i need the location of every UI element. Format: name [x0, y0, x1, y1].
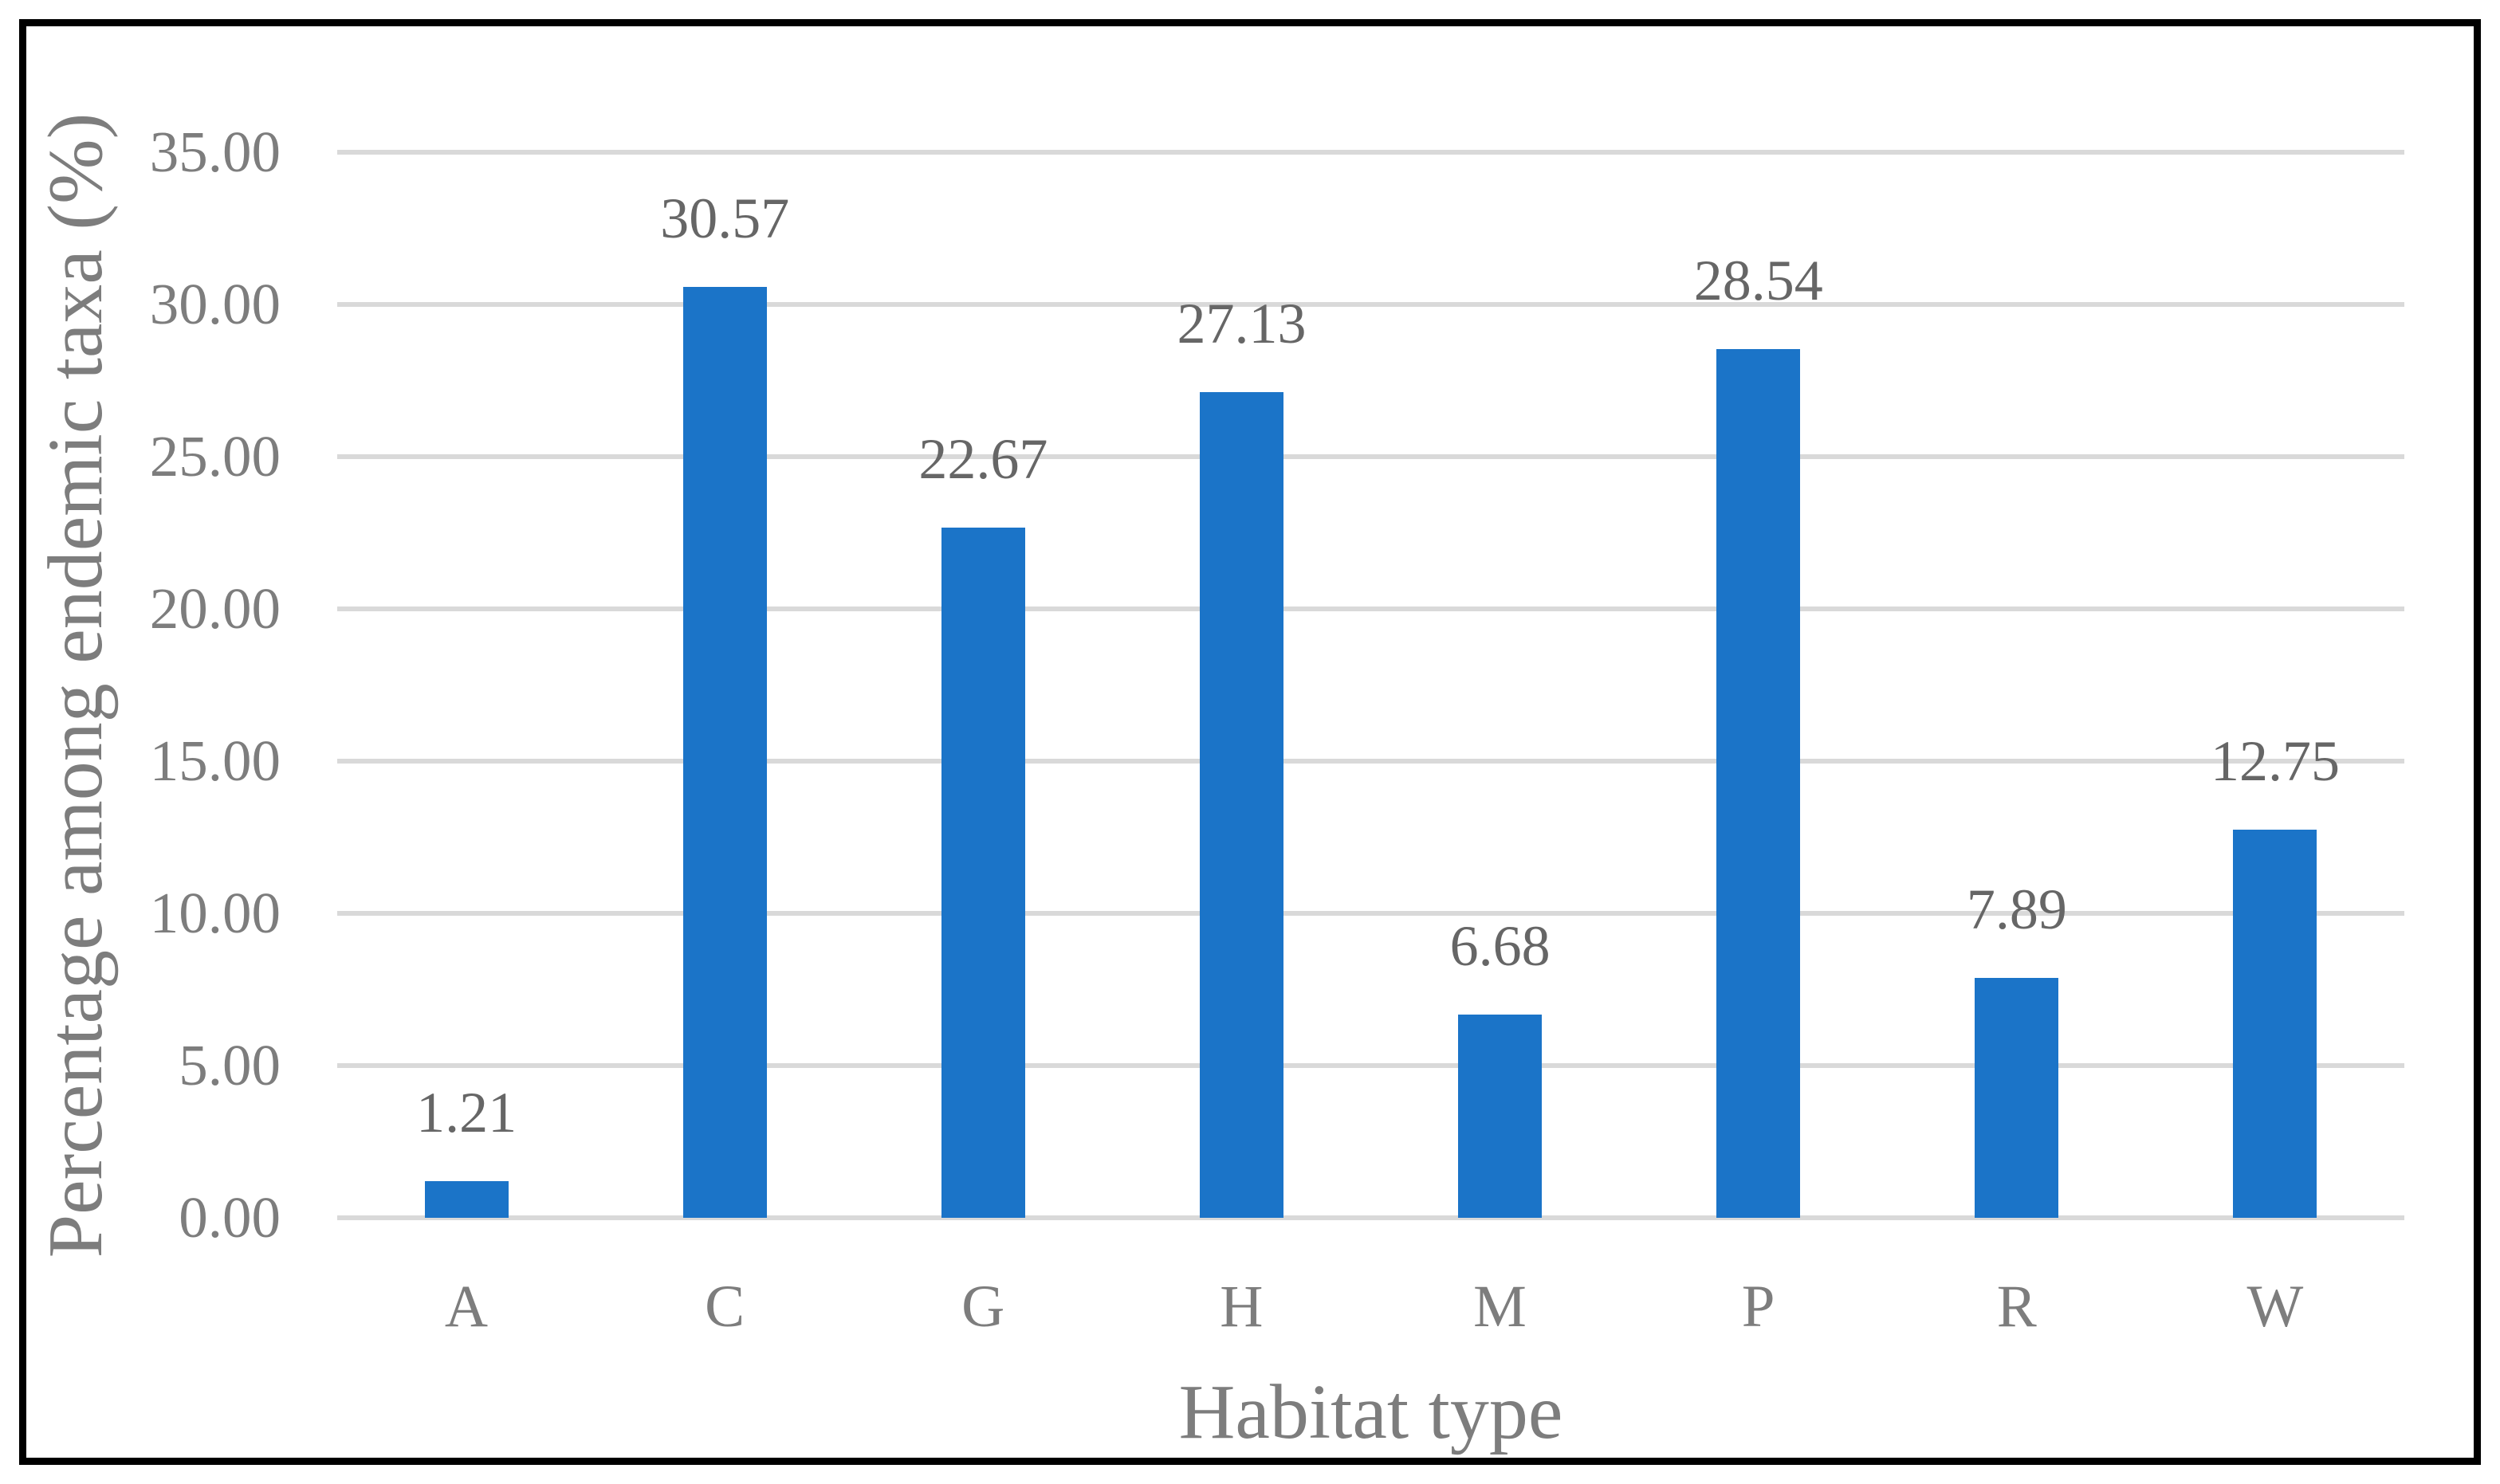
bar-C: [682, 287, 767, 1218]
y-tick-label-20.00: 20.00: [149, 576, 281, 641]
x-tick-label-G: G: [961, 1274, 1005, 1340]
bar-value-label-P: 28.54: [1693, 248, 1823, 312]
plot-area: [337, 150, 2404, 1220]
bar-P: [1716, 348, 1801, 1218]
gridline-25.00: [337, 454, 2404, 459]
bar-H: [1199, 391, 1283, 1218]
x-tick-label-W: W: [2246, 1274, 2304, 1340]
bar-value-label-A: 1.21: [416, 1080, 517, 1144]
gridline-30.00: [337, 302, 2404, 307]
x-tick-label-A: A: [444, 1274, 489, 1340]
gridline-10.00: [337, 911, 2404, 916]
y-tick-label-30.00: 30.00: [149, 272, 281, 336]
bar-value-label-M: 6.68: [1449, 913, 1551, 978]
bar-A: [424, 1180, 509, 1218]
x-tick-label-P: P: [1741, 1274, 1775, 1340]
bar-value-label-C: 30.57: [660, 186, 790, 251]
x-tick-label-H: H: [1220, 1274, 1264, 1340]
y-tick-label-0.00: 0.00: [179, 1185, 281, 1250]
bar-M: [1458, 1014, 1543, 1218]
bar-R: [1975, 977, 2059, 1218]
bar-value-label-W: 12.75: [2210, 728, 2340, 793]
y-tick-label-25.00: 25.00: [149, 424, 281, 489]
bar-value-label-G: 22.67: [918, 427, 1048, 491]
gridline-35.00: [337, 150, 2404, 155]
bar-G: [941, 528, 1025, 1218]
gridline-0.00: [337, 1215, 2404, 1220]
x-tick-label-R: R: [1996, 1274, 2037, 1340]
bar-value-label-R: 7.89: [1966, 877, 2067, 941]
x-tick-label-C: C: [705, 1274, 745, 1340]
y-axis-title: Percentage among endemic taxa (%): [33, 112, 119, 1258]
x-tick-label-M: M: [1473, 1274, 1527, 1340]
bar-W: [2233, 829, 2317, 1218]
gridline-5.00: [337, 1063, 2404, 1068]
bar-value-label-H: 27.13: [1177, 291, 1307, 355]
x-axis-title: Habitat type: [1178, 1369, 1563, 1455]
gridline-15.00: [337, 759, 2404, 764]
gridline-20.00: [337, 607, 2404, 611]
y-tick-label-5.00: 5.00: [179, 1033, 281, 1097]
y-tick-label-35.00: 35.00: [149, 120, 281, 184]
y-tick-label-10.00: 10.00: [149, 881, 281, 945]
y-tick-label-15.00: 15.00: [149, 728, 281, 793]
